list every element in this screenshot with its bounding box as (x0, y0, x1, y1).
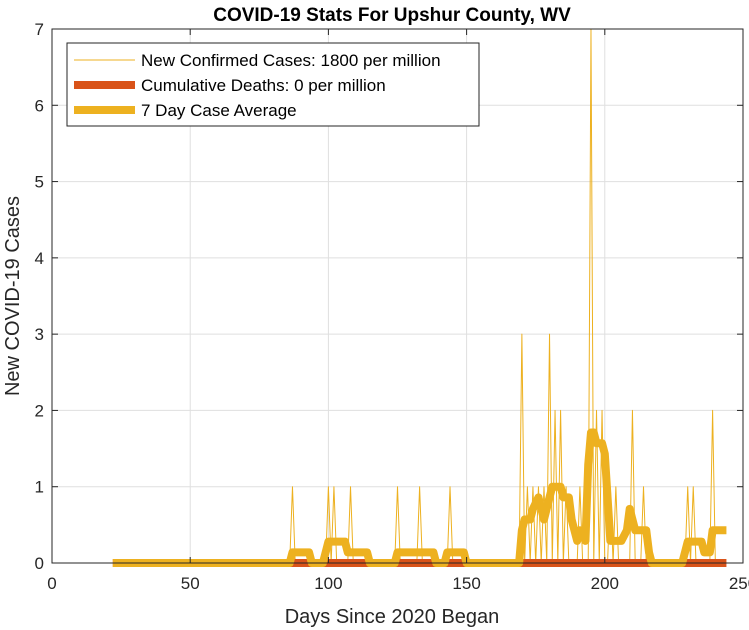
legend-item-seven-day-average: 7 Day Case Average (74, 101, 297, 120)
x-tick-label: 200 (591, 574, 619, 593)
y-tick-label: 3 (35, 325, 44, 344)
y-tick-label: 0 (35, 554, 44, 573)
y-tick-label: 1 (35, 478, 44, 497)
legend-label: 7 Day Case Average (141, 101, 297, 120)
axis-ticks: 0 50 100 150 200 250 0 1 2 3 4 5 6 7 (35, 20, 749, 593)
legend-item-cumulative-deaths: Cumulative Deaths: 0 per million (74, 76, 386, 95)
y-tick-label: 2 (35, 401, 44, 420)
y-tick-label: 4 (35, 249, 44, 268)
x-axis-label: Days Since 2020 Began (285, 606, 500, 628)
plot-border (51, 28, 744, 564)
chart-title: COVID-19 Stats For Upshur County, WV (213, 5, 571, 26)
x-tick-label: 150 (452, 574, 480, 593)
x-tick-label: 50 (181, 574, 200, 593)
x-tick-label: 100 (314, 574, 342, 593)
y-tick-label: 5 (35, 173, 44, 192)
legend-label: Cumulative Deaths: 0 per million (141, 76, 386, 95)
legend-label: New Confirmed Cases: 1800 per million (141, 51, 441, 70)
legend-item-new-cases: New Confirmed Cases: 1800 per million (74, 51, 441, 70)
x-tick-label: 250 (729, 574, 749, 593)
legend-box (66, 42, 480, 127)
y-tick-label: 6 (35, 96, 44, 115)
seven-day-average-line (112, 428, 727, 567)
y-tick-label: 7 (35, 20, 44, 39)
legend: New Confirmed Cases: 1800 per million Cum… (66, 42, 480, 127)
y-axis-label: New COVID-19 Cases (2, 196, 24, 396)
x-tick-label: 0 (47, 574, 56, 593)
